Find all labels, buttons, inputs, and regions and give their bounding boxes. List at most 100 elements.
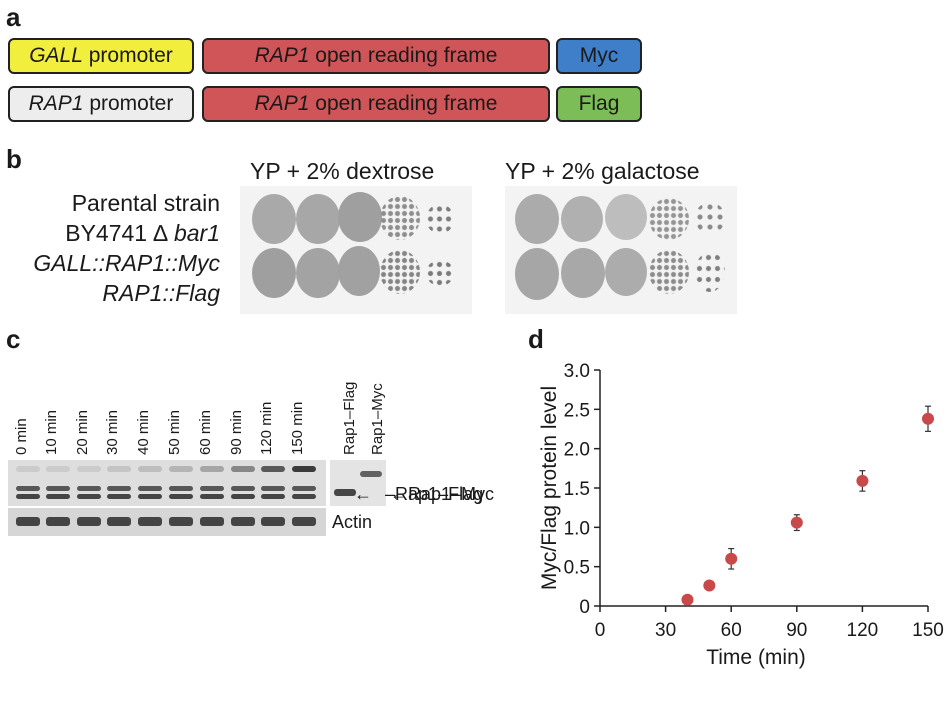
y-tick-label: 3.0: [564, 361, 590, 382]
gal-spot-r1-1: [515, 194, 559, 244]
x-axis-label: Time (min): [706, 646, 806, 669]
strain-line-1: Parental strain: [71, 190, 220, 216]
myc-band: [169, 466, 193, 472]
rap1-flag-label: ← –Rap1–Flag: [354, 484, 484, 504]
y-axis-label: Myc/Flag protein level: [538, 386, 561, 590]
lane-label: 120 min: [258, 401, 275, 455]
gal-spot-r2-1: [515, 248, 559, 300]
control-lane-label: Rap1–Flag: [341, 381, 358, 455]
flag-band-lower: [107, 494, 131, 499]
actin-band: [261, 517, 285, 526]
flag-band-lower: [46, 494, 70, 499]
y-tick-label: 0.5: [564, 558, 590, 579]
data-point: [725, 552, 738, 565]
lane-label: 40 min: [135, 409, 152, 455]
dex-spot-r2-5: [426, 260, 454, 286]
orf-row2-text: open reading frame: [309, 92, 498, 115]
y-tick-label: 2.5: [564, 400, 590, 421]
gal-spot-r2-3: [605, 248, 647, 296]
myc-band: [46, 466, 70, 472]
flag-band: [107, 486, 131, 491]
actin-band: [77, 517, 101, 526]
lane-label: 20 min: [74, 409, 91, 455]
strain-line-2: BY4741 ∆ bar1: [65, 220, 220, 247]
x-tick-label: 0: [595, 620, 606, 641]
y-tick-label: 2.0: [564, 440, 590, 461]
orf-box-row1: RAP1 open reading frame: [202, 38, 550, 74]
panel-b-letter: b: [6, 144, 22, 174]
rap1-promoter-italic: RAP1: [28, 92, 84, 115]
lane-label: 50 min: [166, 409, 183, 455]
lane-label: 150 min: [289, 401, 306, 455]
myc-tag-box: Myc: [556, 38, 642, 74]
y-tick-label: 1.0: [564, 518, 590, 539]
strain-line-3: GALL::RAP1::Myc: [33, 250, 220, 276]
control-lane-label: Rap1–Myc: [369, 383, 386, 455]
dex-spot-r1-5: [426, 204, 454, 234]
rap1-promoter-box: RAP1 promoter: [8, 86, 194, 122]
flag-band: [292, 486, 316, 491]
gal-spot-r2-4: [649, 250, 689, 294]
plate1-title: YP + 2% dextrose: [250, 158, 435, 184]
actin-band: [46, 517, 70, 526]
dex-spot-r1-3: [338, 192, 382, 242]
flag-band: [77, 486, 101, 491]
myc-band: [200, 466, 224, 472]
flag-band-lower: [200, 494, 224, 499]
orf-row1-text: open reading frame: [309, 44, 498, 67]
gal-spot-r1-4: [649, 198, 689, 240]
myc-band: [107, 466, 131, 472]
actin-band: [107, 517, 131, 526]
flag-tag-text: Flag: [578, 92, 620, 115]
actin-band: [231, 517, 255, 526]
flag-band: [261, 486, 285, 491]
flag-band-lower: [169, 494, 193, 499]
gall-promoter-box: GALL promoter: [8, 38, 194, 74]
myc-band: [231, 466, 255, 472]
myc-tag-text: Myc: [579, 44, 619, 67]
panel-d-letter: d: [528, 324, 544, 354]
dex-spot-r1-4: [380, 196, 420, 240]
dex-spot-r2-4: [380, 250, 420, 294]
lane-label: 0 min: [13, 418, 30, 455]
flag-band: [46, 486, 70, 491]
x-tick-label: 90: [786, 620, 807, 641]
dex-spot-r2-1: [252, 248, 296, 298]
myc-band: [292, 466, 316, 472]
dex-spot-r2-3: [338, 246, 380, 296]
rap1-blot: [8, 460, 326, 506]
flag-band: [231, 486, 255, 491]
myc-band: [261, 466, 285, 472]
panel-c-letter: c: [6, 324, 21, 354]
rap1-myc-label-text: Rap1–Myc: [408, 484, 495, 504]
strain-line-2-prefix: BY4741 ∆: [65, 220, 174, 246]
myc-band: [138, 466, 162, 472]
gall-promoter-text: promoter: [82, 44, 173, 67]
flag-band: [169, 486, 193, 491]
y-tick-label: 1.5: [564, 479, 590, 500]
x-tick-label: 120: [847, 620, 879, 641]
orf-row1-italic: RAP1: [254, 44, 310, 67]
gal-spot-r1-2: [561, 196, 603, 242]
control-blot: [330, 460, 386, 506]
dextrose-plate: [240, 186, 472, 314]
galactose-plate: [505, 186, 737, 314]
actin-band: [200, 517, 224, 526]
flag-band-lower: [292, 494, 316, 499]
orf-box-row2: RAP1 open reading frame: [202, 86, 550, 122]
flag-band: [200, 486, 224, 491]
myc-band: [77, 466, 101, 472]
flag-band-lower: [261, 494, 285, 499]
strain-labels: Parental strain BY4741 ∆ bar1 GALL::RAP1…: [0, 190, 220, 310]
actin-band: [138, 517, 162, 526]
control-flag-band: [334, 489, 356, 496]
rap1-promoter-text: promoter: [83, 92, 174, 115]
lane-label: 90 min: [228, 409, 245, 455]
data-point: [922, 412, 934, 425]
x-tick-label: 30: [655, 620, 676, 641]
panel-a-letter: a: [6, 2, 21, 32]
flag-band: [138, 486, 162, 491]
gal-spot-r1-5: [695, 202, 725, 234]
x-tick-label: 150: [912, 620, 944, 641]
gal-spot-r2-2: [561, 248, 605, 298]
